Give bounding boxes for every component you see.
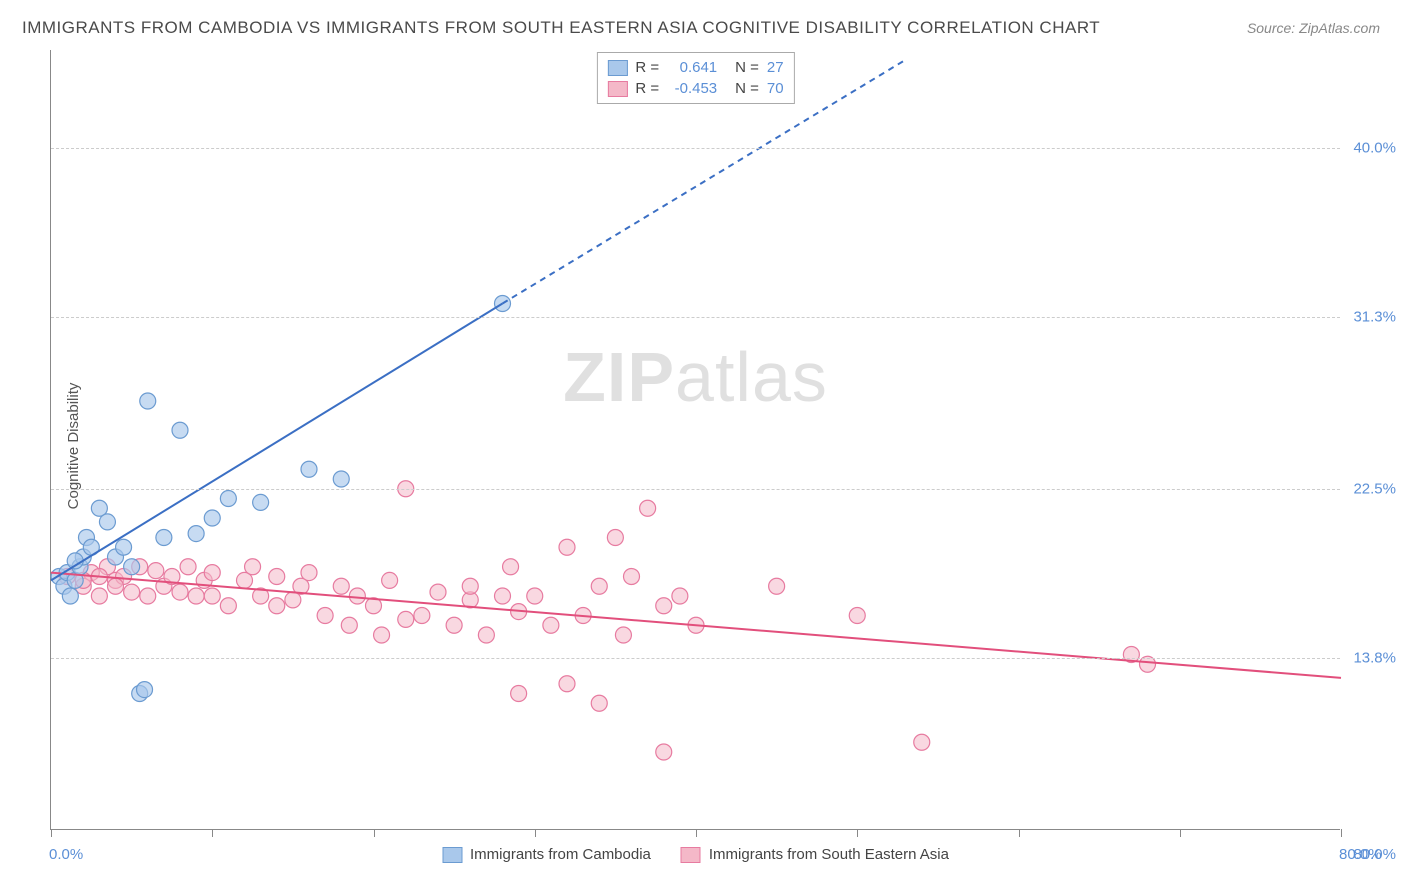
gridline-h — [51, 658, 1340, 659]
x-tick — [1019, 829, 1020, 837]
x-tick — [212, 829, 213, 837]
r-value-0: 0.641 — [667, 59, 717, 76]
legend-item-0: Immigrants from Cambodia — [442, 846, 651, 863]
y-tick-label: 31.3% — [1353, 309, 1396, 326]
n-value-0: 27 — [767, 59, 784, 76]
swatch-bottom-1 — [681, 847, 701, 863]
x-tick — [857, 829, 858, 837]
correlation-legend: R = 0.641 N = 27 R = -0.453 N = 70 — [596, 52, 794, 104]
r-label: R = — [635, 59, 659, 76]
source-label: Source: ZipAtlas.com — [1247, 20, 1380, 36]
plot-area: ZIPatlas R = 0.641 N = 27 R = -0.453 N =… — [50, 50, 1340, 830]
x-tick — [51, 829, 52, 837]
series-legend: Immigrants from Cambodia Immigrants from… — [442, 846, 949, 863]
legend-row-series-1: R = -0.453 N = 70 — [607, 78, 783, 99]
scatter-svg — [51, 50, 1340, 829]
x-tick — [535, 829, 536, 837]
y-tick-label: 13.8% — [1353, 650, 1396, 667]
x-tick — [1341, 829, 1342, 837]
n-label: N = — [735, 59, 759, 76]
x-tick — [1180, 829, 1181, 837]
gridline-h — [51, 489, 1340, 490]
series-name-0: Immigrants from Cambodia — [470, 846, 651, 863]
r-label: R = — [635, 80, 659, 97]
series-name-1: Immigrants from South Eastern Asia — [709, 846, 949, 863]
x-tick-label-max: 80.0% — [1353, 846, 1396, 863]
r-value-1: -0.453 — [667, 80, 717, 97]
y-tick-label: 22.5% — [1353, 480, 1396, 497]
chart-title: IMMIGRANTS FROM CAMBODIA VS IMMIGRANTS F… — [22, 18, 1100, 38]
legend-row-series-0: R = 0.641 N = 27 — [607, 57, 783, 78]
n-label: N = — [735, 80, 759, 97]
legend-item-1: Immigrants from South Eastern Asia — [681, 846, 949, 863]
x-tick — [696, 829, 697, 837]
n-value-1: 70 — [767, 80, 784, 97]
swatch-series-1 — [607, 81, 627, 97]
x-tick — [374, 829, 375, 837]
gridline-h — [51, 317, 1340, 318]
x-tick-label: 0.0% — [49, 846, 83, 863]
swatch-bottom-0 — [442, 847, 462, 863]
swatch-series-0 — [607, 60, 627, 76]
y-tick-label: 40.0% — [1353, 139, 1396, 156]
gridline-h — [51, 148, 1340, 149]
